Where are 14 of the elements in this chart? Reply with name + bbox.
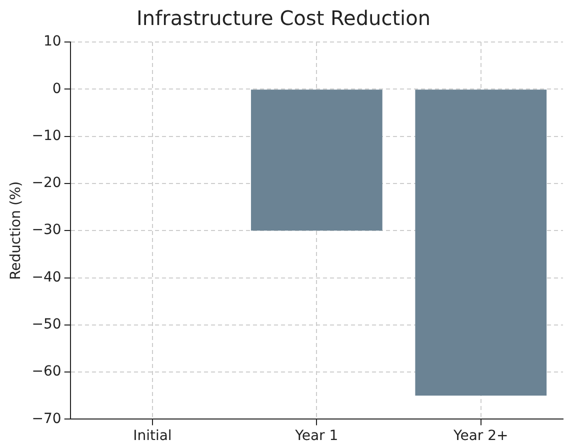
- y-tick-label: −10: [32, 128, 62, 144]
- y-tick-label: −50: [32, 316, 62, 333]
- x-tick-label: Year 1: [294, 428, 338, 444]
- y-tick-label: −40: [32, 269, 62, 286]
- y-tick-label: −30: [32, 222, 62, 238]
- x-tick-label: Initial: [133, 428, 172, 444]
- y-tick-label: 0: [52, 80, 62, 97]
- y-tick-label: −60: [32, 364, 62, 380]
- x-tick-label: Year 2+: [452, 428, 508, 444]
- y-tick-label: −70: [32, 410, 62, 427]
- y-tick-label: 10: [44, 34, 62, 50]
- y-axis-title: Reduction (%): [8, 181, 24, 280]
- y-tick-label: −20: [32, 175, 62, 192]
- chart-title: Infrastructure Cost Reduction: [136, 6, 431, 30]
